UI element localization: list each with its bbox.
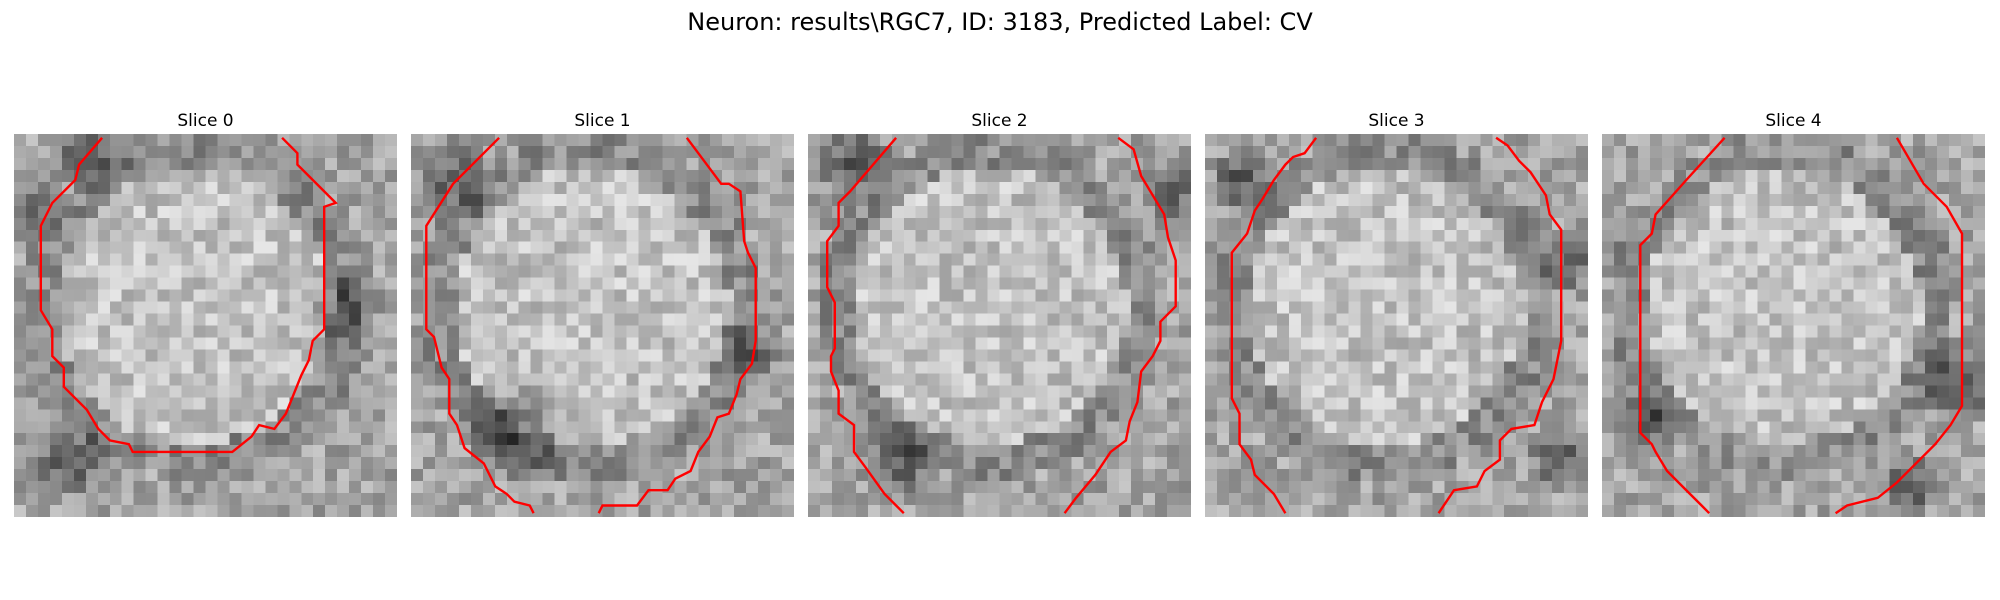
cell-contour-line [597,137,757,514]
cell-contour-line [1230,137,1318,514]
grayscale-slice-canvas [1205,134,1588,517]
cell-contour-line [1834,137,1964,515]
slice-panel-1: Slice 1 [411,110,794,517]
contour-overlay [39,136,338,454]
slice-panel-2: Slice 2 [808,110,1191,517]
cell-contour-line [1063,136,1177,514]
slice-image [14,134,397,517]
slice-title: Slice 3 [1368,111,1425,131]
slice-image [1602,134,1985,517]
slice-panel-3: Slice 3 [1205,110,1588,517]
slice-title: Slice 1 [574,111,631,131]
grayscale-slice-canvas [14,134,397,517]
slice-title: Slice 2 [971,111,1028,131]
contour-overlay [1639,136,1964,515]
contour-overlay [425,136,757,514]
grayscale-slice-canvas [1602,134,1985,517]
slice-image [808,134,1191,517]
slice-title: Slice 0 [177,111,234,131]
slice-image [1205,134,1588,517]
cell-contour-line [425,136,535,514]
slice-image [411,134,794,517]
contour-overlay [826,136,1177,515]
cell-contour-line [1639,136,1726,515]
grayscale-slice-canvas [808,134,1191,517]
figure-title: Neuron: results\RGC7, ID: 3183, Predicte… [687,8,1313,36]
cell-contour-line [826,137,905,515]
cell-contour-line [1437,136,1563,514]
contour-overlay [1230,136,1563,514]
slice-title: Slice 4 [1765,111,1822,131]
cell-contour-line [39,136,338,454]
slice-panel-0: Slice 0 [14,110,397,517]
grayscale-slice-canvas [411,134,794,517]
slice-panel-4: Slice 4 [1602,110,1985,517]
